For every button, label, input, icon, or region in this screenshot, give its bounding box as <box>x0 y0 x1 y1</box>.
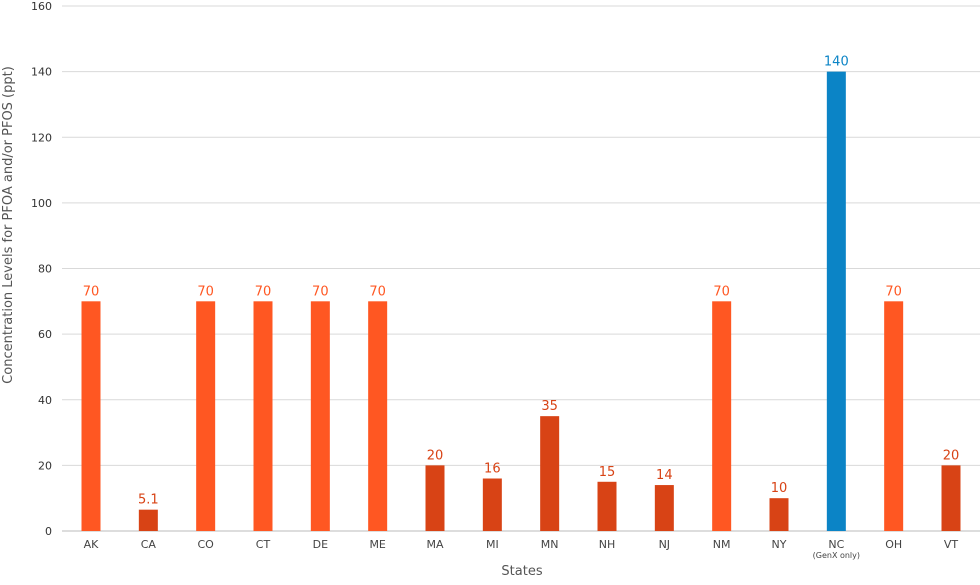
bar-nm <box>712 301 732 531</box>
x-axis-categories: AK CA CO CT DE ME MA MI MN NH NJ NM NY NC(GenX only) O… <box>84 538 959 560</box>
x-category-sublabel: (GenX only) <box>813 551 860 560</box>
bar-mi <box>482 478 502 531</box>
bar-nc <box>826 71 846 531</box>
y-tick-label: 20 <box>38 459 52 472</box>
y-tick-label: 120 <box>31 131 52 144</box>
y-tick-label: 80 <box>38 263 52 276</box>
x-category-label: DE <box>313 538 328 551</box>
bar-me <box>368 301 388 531</box>
data-label-co: 70 <box>197 284 214 299</box>
x-category-label: NC <box>828 538 844 551</box>
bar-nh <box>597 481 617 531</box>
x-category-label: NY <box>772 538 787 551</box>
bar-mn <box>540 416 560 531</box>
data-label-ak: 70 <box>83 284 100 299</box>
y-axis-title: Concentration Levels for PFOA and/or PFO… <box>1 66 16 384</box>
y-tick-label: 140 <box>31 66 52 79</box>
data-label-ma: 20 <box>427 448 444 463</box>
data-label-nc: 140 <box>824 55 849 70</box>
data-label-nj: 14 <box>656 468 673 483</box>
x-category-label: MA <box>426 538 443 551</box>
bar-de <box>310 301 330 531</box>
x-category-label: NM <box>713 538 731 551</box>
bar-ny <box>769 498 789 531</box>
x-category-label: NJ <box>659 538 670 551</box>
x-category-label: AK <box>84 538 100 551</box>
bar-vt <box>941 465 961 531</box>
x-category-label: VT <box>944 538 959 551</box>
data-label-oh: 70 <box>885 284 902 299</box>
x-category-label: ME <box>369 538 385 551</box>
y-tick-label: 160 <box>31 0 52 13</box>
data-label-vt: 20 <box>943 448 960 463</box>
data-label-mi: 16 <box>484 462 501 477</box>
data-label-ca: 5.1 <box>138 493 159 508</box>
y-tick-label: 60 <box>38 328 52 341</box>
y-axis-ticks: 0 20 40 60 80 100 120 140 160 <box>31 0 52 538</box>
x-category-label: OH <box>885 538 902 551</box>
data-label-mn: 35 <box>541 399 558 414</box>
x-category-label: CA <box>141 538 157 551</box>
data-label-ny: 10 <box>771 481 788 496</box>
bars <box>81 71 961 531</box>
x-axis-title: States <box>501 564 542 579</box>
x-category-label: CT <box>256 538 271 551</box>
data-label-nh: 15 <box>599 465 616 480</box>
x-category-label: CO <box>197 538 214 551</box>
bar-ca <box>138 509 158 531</box>
bar-nj <box>654 485 674 531</box>
data-label-de: 70 <box>312 284 329 299</box>
data-label-nm: 70 <box>713 284 730 299</box>
data-labels: 70 5.1 70 70 70 70 20 16 35 15 14 70 10 140 70 20 <box>83 55 960 508</box>
bar-co <box>196 301 216 531</box>
bar-ma <box>425 465 445 531</box>
y-tick-label: 100 <box>31 197 52 210</box>
bar-oh <box>884 301 904 531</box>
x-category-label: MN <box>541 538 559 551</box>
bar-ct <box>253 301 273 531</box>
y-tick-label: 40 <box>38 394 52 407</box>
x-category-label: NH <box>599 538 616 551</box>
data-label-ct: 70 <box>255 284 272 299</box>
x-category-label: MI <box>486 538 499 551</box>
y-tick-label: 0 <box>45 525 52 538</box>
bar-ak <box>81 301 101 531</box>
data-label-me: 70 <box>369 284 386 299</box>
